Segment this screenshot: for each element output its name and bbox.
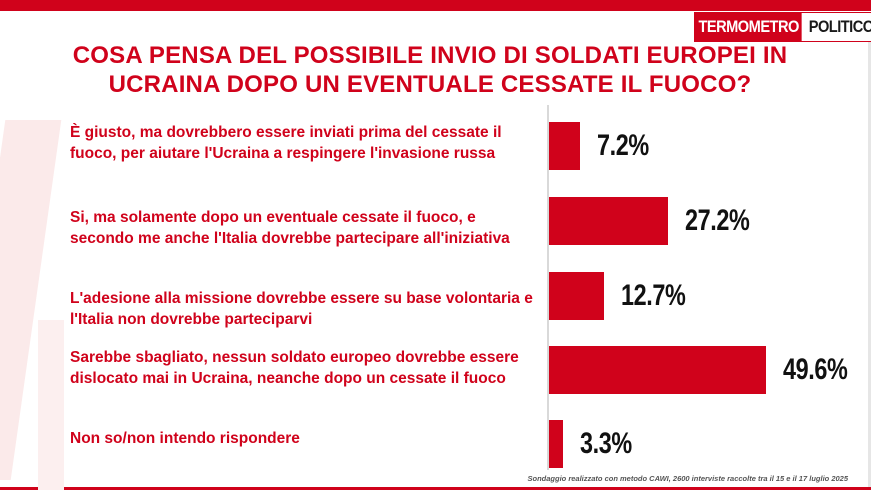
bar-5 [549, 420, 563, 468]
category-label-1: È giusto, ma dovrebbero essere inviati p… [70, 124, 502, 162]
value-label-4: 49.6% [783, 353, 848, 386]
bar-4 [549, 346, 766, 394]
logo-part-1: TERMOMETRO [695, 13, 802, 41]
category-label-5: Non so/non intendo rispondere [70, 430, 300, 447]
logo-part-2: POLITICO [806, 13, 871, 41]
watermark-shape-b [38, 320, 64, 490]
top-stripe-divider [0, 11, 871, 13]
value-label-3: 12.7% [621, 279, 686, 312]
chart-axis-line [547, 105, 549, 470]
value-label-2: 27.2% [685, 204, 750, 237]
right-edge-shade [868, 13, 871, 487]
bar-1 [549, 122, 580, 170]
bar-2 [549, 197, 668, 245]
source-footnote: Sondaggio realizzato con metodo CAWI, 26… [527, 474, 848, 483]
bottom-stripe [0, 487, 871, 490]
chart-title: COSA PENSA DEL POSSIBILE INVIO DI SOLDAT… [72, 42, 788, 98]
category-label-3: L'adesione alla missione dovrebbe essere… [70, 290, 533, 328]
bar-3 [549, 272, 604, 320]
top-stripe [0, 0, 871, 11]
watermark-shape-a [0, 120, 62, 480]
value-label-1: 7.2% [597, 129, 649, 162]
category-label-2: Si, ma solamente dopo un eventuale cessa… [70, 209, 510, 247]
brand-logo: TERMOMETRO POLITICO [694, 12, 871, 42]
value-label-5: 3.3% [580, 427, 632, 460]
background-watermark [0, 110, 64, 490]
category-label-4: Sarebbe sbagliato, nessun soldato europe… [70, 349, 519, 387]
